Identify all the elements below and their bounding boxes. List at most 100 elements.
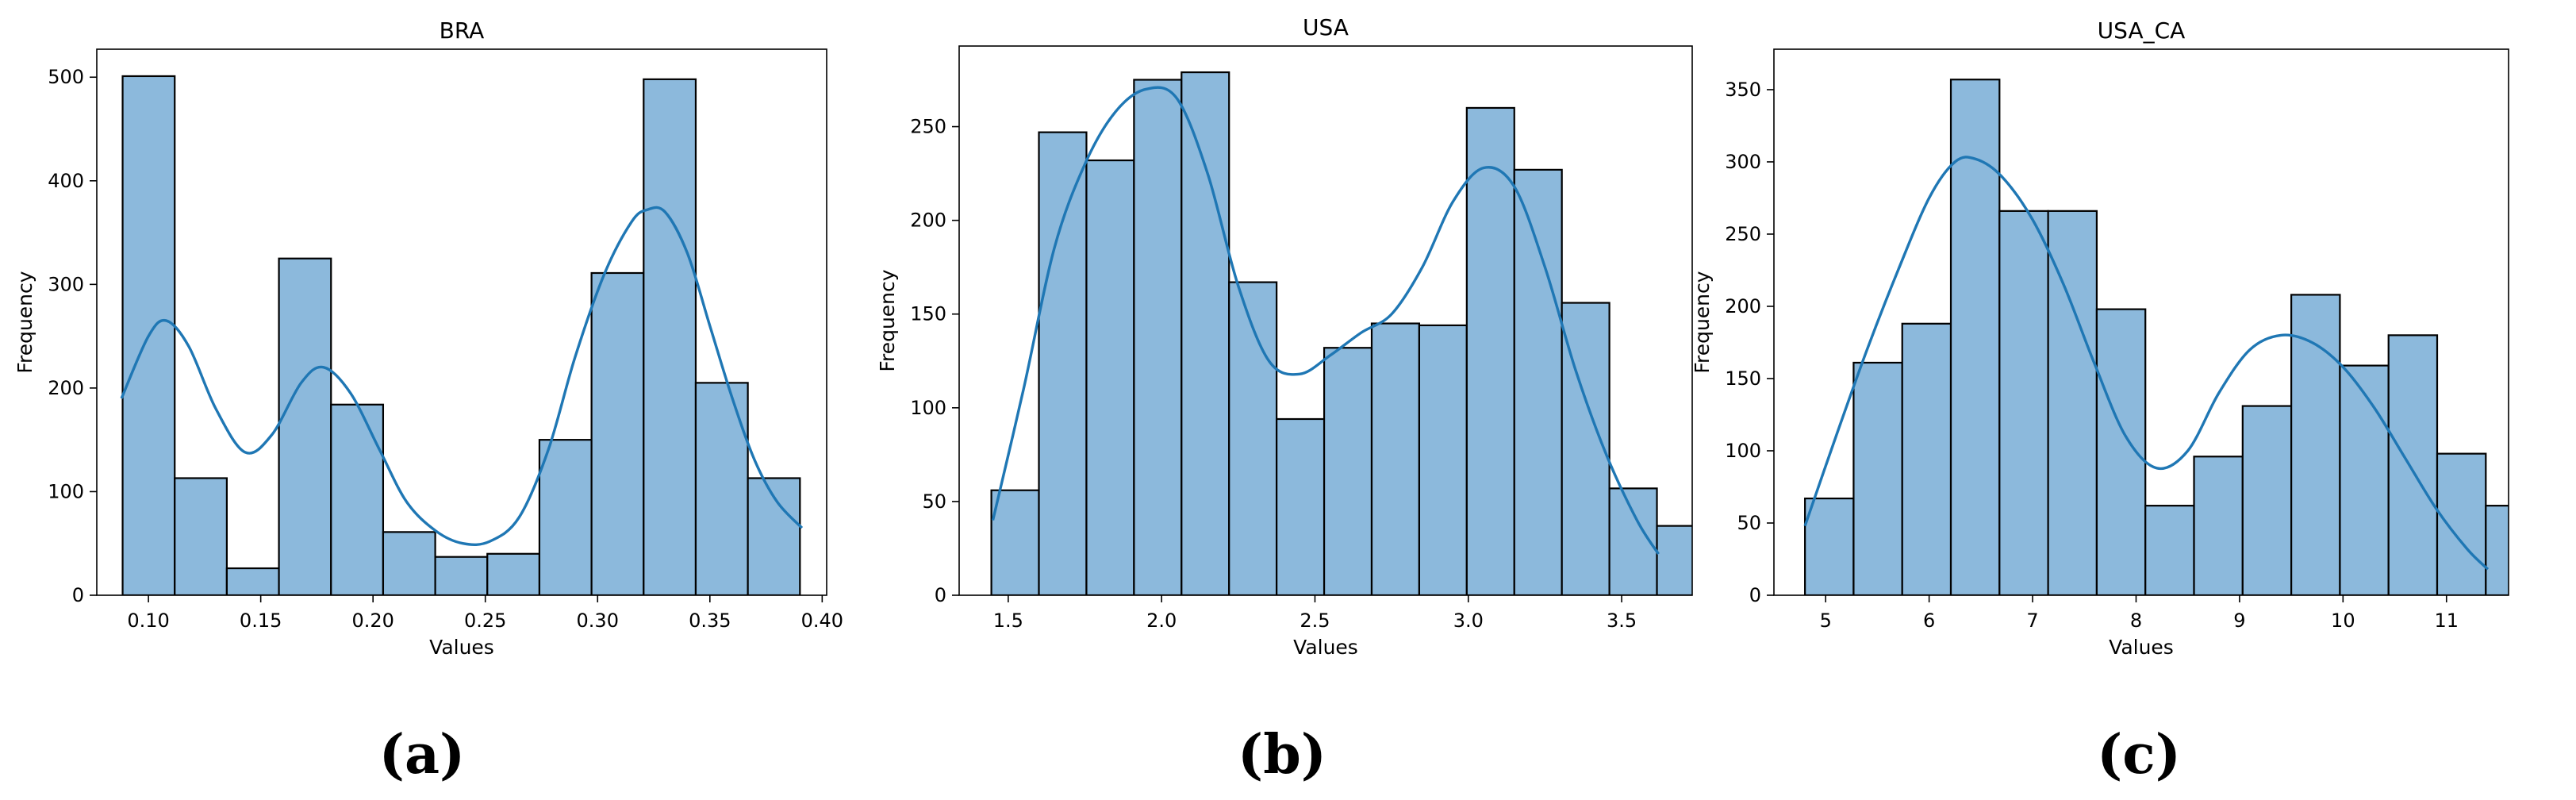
- histogram-bar: [1370, 322, 1421, 595]
- y-tick-label: 500: [48, 66, 84, 88]
- histogram-bar: [1465, 106, 1515, 595]
- histogram-bar: [2535, 567, 2576, 595]
- histogram-bar: [1038, 131, 1088, 595]
- x-axis-label: Values: [2109, 636, 2174, 659]
- histogram-bar: [1901, 322, 1952, 595]
- x-tick-label: 3.5: [1607, 610, 1637, 632]
- histogram-bar: [434, 556, 489, 595]
- x-tick-label: 9: [2233, 610, 2245, 632]
- histogram-bar: [1085, 159, 1135, 595]
- x-tick-label: 8: [2130, 610, 2142, 632]
- histogram-bar: [1181, 71, 1230, 595]
- y-tick-label: 200: [1725, 295, 1761, 317]
- histogram-bar: [2290, 294, 2341, 595]
- histogram-bar: [1323, 347, 1373, 595]
- y-tick-label: 300: [1725, 151, 1761, 173]
- chart-title: BRA: [440, 17, 485, 44]
- histogram-bar: [1852, 361, 1903, 595]
- histogram-bar: [1804, 497, 1855, 595]
- x-tick-label: 0.30: [577, 610, 619, 632]
- x-tick-label: 0.15: [240, 610, 282, 632]
- histogram-bar: [1133, 79, 1183, 595]
- histogram-bar: [1276, 417, 1326, 595]
- histogram-bar: [330, 403, 385, 595]
- histogram-bar: [538, 439, 593, 595]
- y-tick-label: 150: [910, 303, 946, 325]
- x-tick-label: 10: [2331, 610, 2355, 632]
- kde-line: [991, 86, 1660, 555]
- x-tick-label: 5: [1820, 610, 1832, 632]
- histogram-bar: [1418, 324, 1468, 595]
- histogram-bar: [225, 567, 280, 595]
- x-tick-label: 6: [1923, 610, 1935, 632]
- histogram-bar: [278, 257, 332, 595]
- y-axis-label: Frequency: [1691, 271, 1714, 373]
- y-tick-label: 0: [935, 584, 946, 606]
- y-axis-label: Frequency: [13, 271, 36, 373]
- y-tick-label: 0: [72, 584, 84, 606]
- chart-panel-0: 0.10 0.15 0.20 0.25 0.30 0.35 0.40 0 100 200 300 40…: [13, 17, 843, 787]
- x-tick-label: 2.5: [1300, 610, 1330, 632]
- histogram-bar: [2436, 452, 2487, 595]
- panel-caption: (a): [379, 723, 465, 787]
- histogram-bar: [1228, 281, 1278, 595]
- histogram-bar: [1513, 168, 1563, 595]
- histogram-bar: [382, 531, 436, 595]
- histogram-bar: [1656, 525, 1692, 595]
- x-tick-label: 0.20: [351, 610, 394, 632]
- axes-frame: [958, 45, 1693, 596]
- kde-line: [1803, 156, 2490, 571]
- axes-frame: [96, 48, 827, 596]
- histogram-bar: [2144, 505, 2195, 595]
- x-tick-label: 0.25: [464, 610, 506, 632]
- x-axis-label: Values: [429, 636, 494, 659]
- axes-frame: [1773, 48, 2509, 596]
- y-tick-label: 100: [48, 480, 84, 502]
- y-tick-label: 100: [1725, 440, 1761, 462]
- histogram-bar: [2387, 334, 2439, 595]
- y-tick-label: 200: [910, 210, 946, 232]
- histogram-bar: [2241, 405, 2293, 595]
- x-tick-label: 3.0: [1453, 610, 1484, 632]
- chart-panel-1: 1.5 2.0 2.5 3.0 3.5 0 50 100 150 200 250 USA Values F…: [876, 14, 1693, 787]
- y-tick-label: 350: [1725, 79, 1761, 101]
- x-tick-label: 1.5: [993, 610, 1023, 632]
- histogram-bars: [1804, 79, 2576, 595]
- y-tick-label: 150: [1725, 367, 1761, 390]
- y-tick-label: 300: [48, 273, 84, 295]
- x-tick-label: 11: [2434, 610, 2459, 632]
- x-axis-label: Values: [1293, 636, 1358, 659]
- histogram-bar: [1998, 210, 2049, 595]
- panel-caption: (b): [1238, 723, 1326, 787]
- y-tick-label: 250: [910, 116, 946, 138]
- panel-caption: (c): [2097, 723, 2181, 787]
- y-tick-label: 50: [1737, 512, 1761, 534]
- y-tick-label: 100: [910, 397, 946, 419]
- y-tick-label: 250: [1725, 223, 1761, 245]
- x-tick-label: 0.10: [127, 610, 169, 632]
- histogram-bar: [990, 489, 1040, 595]
- histogram-bar: [1949, 79, 2001, 595]
- chart-panel-2: 5 6 7 8 9 10 11 0 50 100 150 200 250 300 350 USA_CA Valu…: [1691, 17, 2576, 787]
- x-tick-label: 0.40: [801, 610, 843, 632]
- y-tick-label: 50: [922, 490, 946, 513]
- x-tick-label: 7: [2026, 610, 2038, 632]
- histogram-bar: [486, 552, 541, 595]
- histogram-bar: [174, 477, 228, 595]
- y-tick-label: 0: [1749, 584, 1761, 606]
- y-tick-label: 200: [48, 377, 84, 399]
- histogram-bar: [2485, 505, 2509, 595]
- histogram-bar: [2339, 364, 2390, 595]
- x-tick-label: 0.35: [689, 610, 731, 632]
- histogram-bars: [990, 71, 1692, 595]
- x-tick-label: 2.0: [1146, 610, 1177, 632]
- kde-line: [120, 206, 804, 546]
- histogram-bar: [1608, 487, 1658, 595]
- chart-title: USA_CA: [2098, 17, 2186, 44]
- histogram-bar: [694, 382, 749, 595]
- histogram-bar: [2047, 210, 2098, 595]
- histogram-bar: [590, 271, 645, 595]
- y-tick-label: 400: [48, 170, 84, 192]
- histogram-bar: [2193, 456, 2244, 595]
